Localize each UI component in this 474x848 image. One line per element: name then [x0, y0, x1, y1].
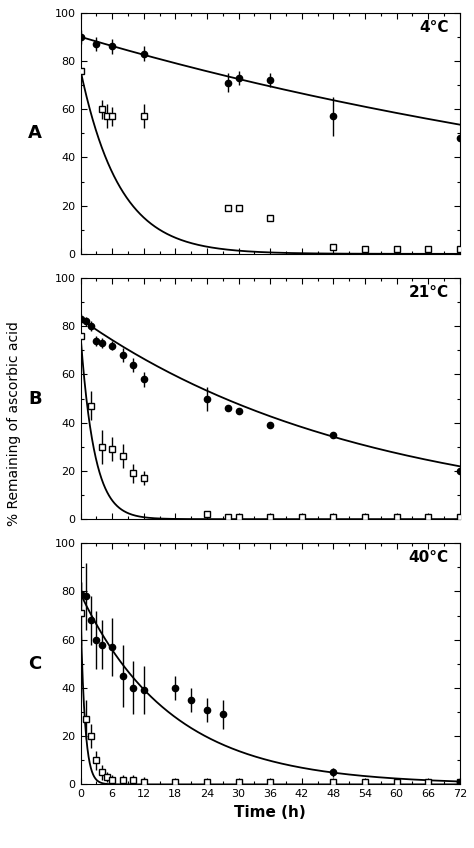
Text: B: B: [28, 389, 42, 408]
Text: C: C: [28, 655, 42, 672]
Text: 40°C: 40°C: [408, 550, 448, 566]
Text: 4°C: 4°C: [419, 20, 448, 35]
X-axis label: Time (h): Time (h): [234, 805, 306, 820]
Text: A: A: [28, 125, 42, 142]
Text: % Remaining of ascorbic acid: % Remaining of ascorbic acid: [7, 321, 21, 527]
Text: 21°C: 21°C: [408, 285, 448, 300]
